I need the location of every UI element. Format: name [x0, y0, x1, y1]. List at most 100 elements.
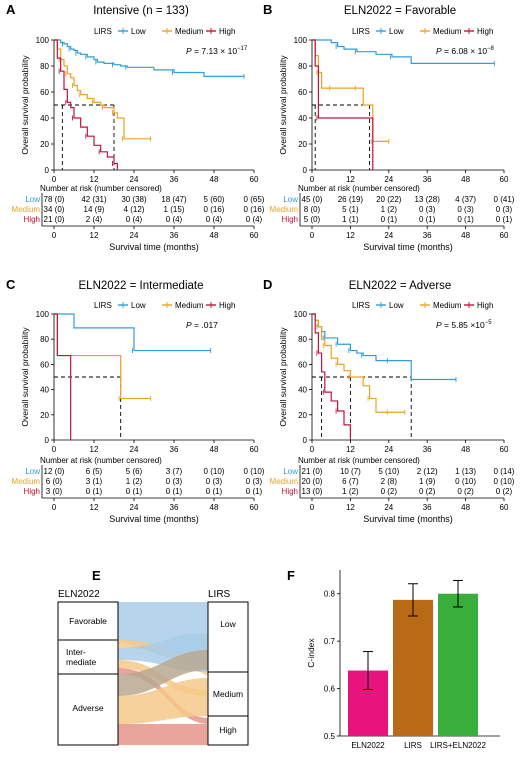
node-low [207, 601, 249, 673]
risk-cell: 0 (1) [126, 487, 143, 496]
y-tick-label: 40 [298, 114, 307, 123]
panel-title: ELN2022 = Adverse [349, 280, 452, 292]
panel-letter: E [92, 568, 101, 583]
y-axis-label: C-index [306, 638, 316, 668]
risk-row-label: Low [283, 195, 298, 204]
node-label: Favorable [69, 616, 107, 626]
curve-high [54, 313, 72, 440]
x-tick-label: 24 [130, 445, 139, 454]
risk-x-tick-label: 0 [52, 503, 57, 512]
y-tick-label: 80 [40, 335, 49, 344]
y-tick-label: 80 [298, 62, 307, 71]
risk-cell: 0 (3) [419, 205, 436, 214]
risk-cell: 3 (0) [46, 487, 63, 496]
y-tick-label: 60 [298, 360, 307, 369]
risk-cell: 0 (3) [496, 205, 513, 214]
risk-table-title: Number at risk (number censored) [40, 456, 162, 465]
y-tick-label: 0 [303, 166, 308, 175]
risk-x-tick-label: 36 [170, 503, 179, 512]
risk-x-tick-label: 60 [500, 231, 509, 240]
risk-cell: 0 (1) [86, 487, 103, 496]
legend: LIRS Low Medium High [94, 27, 235, 36]
risk-x-tick-label: 12 [90, 231, 99, 240]
risk-cell: 0 (2) [496, 487, 513, 496]
risk-cell: 0 (1) [496, 215, 513, 224]
risk-cell: 10 (7) [340, 467, 361, 476]
x-tick-label: 12 [90, 175, 99, 184]
risk-x-tick-label: 24 [384, 503, 393, 512]
node-label: Inter- [66, 647, 86, 657]
km-panel-a: A Intensive (n = 133)LIRS Low Medium High020… [6, 2, 265, 252]
legend-label-high: High [219, 27, 235, 36]
y-tick-label: 0.8 [324, 590, 336, 599]
risk-cell: 0 (4) [126, 215, 143, 224]
curve-high [312, 313, 351, 440]
risk-cell: 42 (31) [81, 195, 107, 204]
bar-lirs [393, 599, 433, 736]
y-tick-label: 40 [40, 114, 49, 123]
y-tick-label: 60 [40, 88, 49, 97]
risk-x-tick-label: 36 [423, 503, 432, 512]
legend-label-high: High [219, 301, 235, 310]
y-tick-label: 0 [45, 436, 50, 445]
y-tick-label: 20 [40, 411, 49, 420]
risk-cell: 0 (16) [244, 205, 265, 214]
risk-cell: 0 (10) [204, 467, 225, 476]
risk-table-title: Number at risk (number censored) [40, 184, 162, 193]
risk-x-tick-label: 48 [461, 231, 470, 240]
curve-low [54, 313, 211, 352]
panel-letter: D [263, 277, 272, 292]
risk-cell: 4 (37) [455, 195, 476, 204]
risk-cell: 0 (3) [206, 477, 223, 486]
y-tick-label: 100 [36, 36, 50, 45]
risk-cell: 0 (10) [494, 477, 515, 486]
risk-x-tick-label: 12 [90, 503, 99, 512]
legend-title: LIRS [94, 27, 112, 36]
legend: LIRS Low Medium High [94, 301, 235, 310]
legend-label-low: Low [389, 301, 404, 310]
flow-band [118, 650, 208, 696]
p-value: P = 6.08 × 10−8 [436, 46, 495, 56]
risk-cell: 0 (3) [457, 205, 474, 214]
risk-cell: 2 (8) [381, 477, 398, 486]
node-high [207, 715, 249, 746]
risk-x-tick-label: 0 [52, 231, 57, 240]
flow-band [118, 724, 208, 745]
x-tick-label: 12 [346, 445, 355, 454]
risk-cell: 12 (0) [44, 467, 65, 476]
legend-title: LIRS [94, 301, 112, 310]
bar-lirs-eln2022 [438, 593, 478, 736]
risk-row-label: Medium [12, 205, 41, 214]
x-tick-label: 60 [250, 445, 259, 454]
risk-cell: 30 (38) [121, 195, 147, 204]
y-tick-label: 100 [294, 36, 308, 45]
risk-cell: 1 (1) [342, 215, 359, 224]
risk-cell: 0 (1) [246, 487, 263, 496]
risk-cell: 13 (28) [415, 195, 441, 204]
risk-cell: 0 (2) [457, 487, 474, 496]
x-tick-label: 0 [52, 445, 57, 454]
risk-cell: 0 (1) [419, 215, 436, 224]
risk-cell: 18 (47) [161, 195, 187, 204]
panel-title: ELN2022 = Favorable [344, 5, 456, 17]
legend-label-low: Low [131, 301, 146, 310]
x-tick-label: 48 [210, 445, 219, 454]
cindex-panel: F 0.5 0.6 0.7 0.8 C-index ELN2022 LIRS LIRS+ELN2… [287, 568, 500, 750]
risk-cell: 0 (2) [419, 487, 436, 496]
risk-row-label: Medium [12, 477, 41, 486]
risk-cell: 0 (16) [204, 205, 225, 214]
risk-x-tick-label: 48 [210, 503, 219, 512]
left-axis-title: ELN2022 [58, 589, 100, 600]
risk-cell: 0 (4) [246, 215, 263, 224]
risk-cell: 1 (15) [164, 205, 185, 214]
risk-cell: 1 (2) [381, 205, 398, 214]
legend-title: LIRS [352, 301, 370, 310]
risk-table-title: Number at risk (number censored) [298, 456, 420, 465]
x-tick-label: 60 [500, 175, 509, 184]
legend-label-medium: Medium [175, 27, 204, 36]
risk-x-tick-label: 60 [250, 231, 259, 240]
risk-x-tick-label: 12 [346, 503, 355, 512]
x-tick-label: 0 [310, 445, 315, 454]
x-tick-label: 24 [130, 175, 139, 184]
